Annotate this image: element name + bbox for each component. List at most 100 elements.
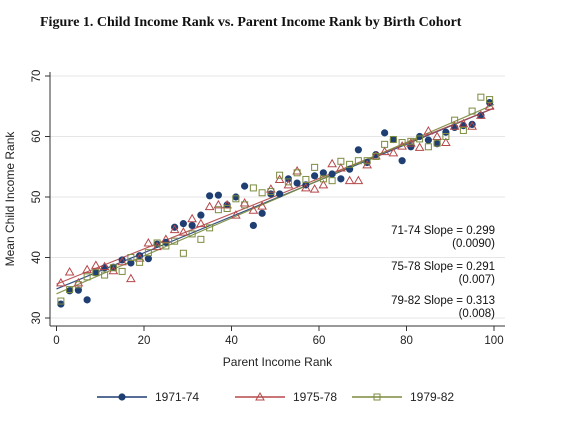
point-square: [311, 163, 319, 171]
point-square: [144, 249, 152, 257]
point-square: [188, 230, 196, 238]
point-circle: [381, 129, 389, 137]
point-triangle: [292, 165, 302, 175]
point-square: [398, 139, 406, 147]
point-circle: [276, 190, 284, 198]
y-tick-label: 70: [31, 70, 43, 83]
x-axis-title: Parent Income Rank: [223, 355, 333, 369]
x-tick-label: 100: [484, 335, 503, 347]
point-square: [74, 281, 82, 289]
y-tick-label: 30: [31, 312, 43, 325]
point-triangle: [222, 199, 232, 209]
point-circle: [442, 128, 450, 136]
point-triangle: [239, 198, 250, 207]
point-triangle: [257, 201, 267, 210]
point-triangle: [178, 227, 189, 236]
point-triangle: [248, 205, 259, 214]
point-triangle: [73, 277, 84, 287]
point-triangle: [476, 110, 486, 119]
point-circle: [197, 211, 205, 219]
point-square: [451, 116, 459, 124]
point-square: [127, 254, 135, 261]
point-square: [232, 195, 240, 203]
point-circle: [144, 255, 152, 263]
point-triangle: [362, 159, 372, 169]
legend-marker-circle: [118, 393, 126, 401]
point-circle: [389, 135, 397, 144]
point-circle: [92, 269, 100, 277]
point-triangle: [309, 184, 320, 193]
point-circle: [179, 220, 187, 228]
point-square: [153, 239, 161, 247]
point-circle: [249, 221, 257, 230]
point-triangle: [353, 175, 364, 185]
legend-label: 1979-82: [410, 390, 454, 404]
point-square: [241, 201, 249, 209]
point-square: [83, 273, 91, 281]
point-square: [407, 137, 415, 145]
point-square: [223, 204, 231, 212]
point-triangle: [126, 273, 136, 283]
point-triangle: [379, 146, 390, 156]
point-circle: [398, 157, 406, 165]
point-triangle: [484, 101, 495, 110]
x-tick-label: 60: [313, 335, 326, 347]
y-tick-label: 50: [31, 191, 43, 204]
point-square: [284, 178, 292, 186]
point-square: [92, 269, 100, 277]
point-square: [346, 160, 354, 168]
point-triangle: [318, 179, 329, 189]
point-triangle: [134, 253, 145, 262]
point-square: [267, 188, 275, 196]
point-triangle: [301, 182, 311, 192]
x-tick-label: 40: [225, 335, 238, 347]
x-tick-label: 80: [400, 335, 413, 347]
point-triangle: [213, 199, 224, 209]
point-circle: [416, 132, 424, 141]
point-square: [179, 249, 187, 257]
point-square: [101, 271, 109, 279]
point-circle: [407, 143, 415, 151]
point-square: [363, 157, 371, 165]
point-triangle: [414, 142, 425, 151]
plot-area: 0 20 40 60 80 100 30 40 50 60 70 Parent Income Rank…: [3, 70, 505, 404]
point-square: [486, 96, 494, 104]
point-square: [57, 297, 65, 305]
point-circle: [293, 179, 301, 187]
point-circle: [241, 182, 249, 190]
point-triangle: [344, 175, 355, 185]
point-triangle: [143, 237, 154, 247]
x-tick-label: 20: [138, 335, 151, 347]
point-triangle: [423, 126, 434, 135]
point-triangle: [458, 118, 469, 128]
point-square: [136, 258, 144, 266]
point-square: [372, 152, 380, 160]
point-square: [302, 175, 310, 183]
legend-label: 1971-74: [155, 390, 199, 404]
point-circle: [74, 286, 82, 294]
point-circle: [319, 169, 327, 177]
point-circle: [214, 191, 222, 199]
point-triangle: [91, 260, 101, 269]
point-square: [66, 286, 74, 294]
point-circle: [232, 193, 240, 201]
point-triangle: [441, 137, 451, 147]
point-triangle: [99, 261, 110, 271]
point-triangle: [432, 131, 442, 140]
point-circle: [188, 221, 196, 230]
point-triangle: [82, 264, 92, 274]
legend-label: 1975-78: [293, 390, 337, 404]
point-triangle: [169, 224, 180, 234]
slope-annotation: 79-82 Slope = 0.313: [391, 295, 495, 307]
point-triangle: [117, 256, 127, 266]
point-triangle: [204, 201, 215, 211]
point-square: [276, 171, 284, 179]
point-square: [433, 139, 441, 147]
point-square: [118, 267, 126, 275]
point-square: [293, 169, 301, 177]
point-square: [459, 126, 467, 134]
point-triangle: [64, 267, 75, 276]
point-square: [381, 140, 389, 148]
point-triangle: [388, 147, 399, 157]
point-triangle: [371, 150, 381, 160]
